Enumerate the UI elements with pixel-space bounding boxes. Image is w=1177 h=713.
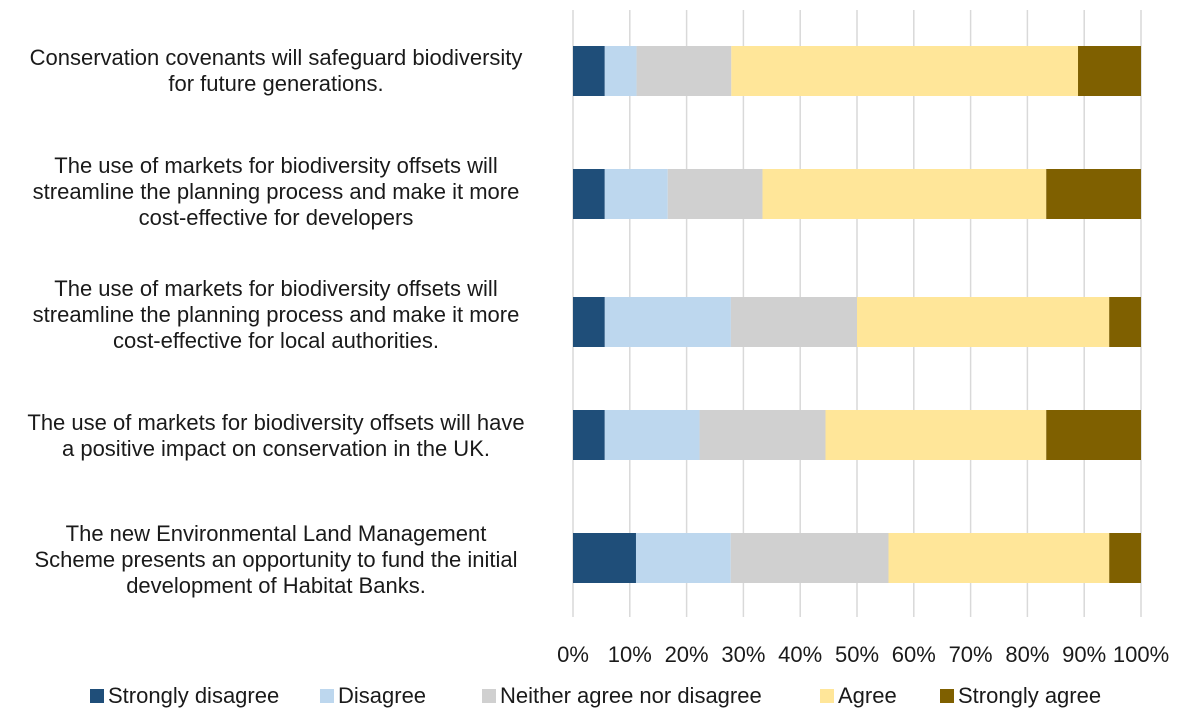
legend-swatch — [90, 689, 104, 703]
bar-segment — [1078, 46, 1141, 96]
x-tick-label: 90% — [1062, 642, 1106, 667]
x-tick-label: 40% — [778, 642, 822, 667]
legend-label: Disagree — [338, 683, 427, 708]
bar-segment — [1109, 297, 1141, 347]
bar-segment — [1046, 169, 1141, 219]
category-label-2: The use of markets for biodiversity offs… — [0, 276, 552, 354]
x-tick-label: 80% — [1005, 642, 1049, 667]
bar-segment — [667, 169, 763, 219]
legend-item-disagree: Disagree — [320, 683, 426, 709]
legend-label: Agree — [838, 683, 897, 708]
bar-segment — [699, 410, 826, 460]
x-tick-label: 10% — [608, 642, 652, 667]
bar-segment — [635, 533, 731, 583]
category-label-line: development of Habitat Banks. — [126, 573, 426, 598]
bar-segment — [731, 46, 1079, 96]
bar-segment — [573, 410, 605, 460]
bar-segment — [604, 169, 668, 219]
legend-swatch — [820, 689, 834, 703]
bar-segment — [730, 297, 857, 347]
x-tick-label: 30% — [721, 642, 765, 667]
bar-segment — [1109, 533, 1141, 583]
category-label-line: cost-effective for developers — [138, 205, 414, 230]
x-tick-label: 70% — [949, 642, 993, 667]
bar-segment — [636, 46, 732, 96]
category-label-0: Conservation covenants will safeguard bi… — [0, 45, 552, 97]
bar-segment — [1046, 410, 1141, 460]
category-label-4: The new Environmental Land Management Sc… — [0, 521, 552, 599]
bar-segment — [604, 410, 700, 460]
bar-segment — [573, 46, 605, 96]
x-tick-label: 50% — [835, 642, 879, 667]
bar-segment — [825, 410, 1047, 460]
x-tick-label: 0% — [557, 642, 589, 667]
legend-label: Strongly disagree — [108, 683, 280, 708]
category-label-line: The use of markets for biodiversity offs… — [54, 276, 498, 301]
category-label-line: for future generations. — [168, 71, 384, 96]
category-label-line: cost-effective for local authorities. — [112, 328, 440, 353]
legend-item-agree: Agree — [820, 683, 897, 709]
bar-segment — [604, 46, 637, 96]
category-label-line: streamline the planning process and make… — [32, 302, 520, 327]
legend-label: Neither agree nor disagree — [500, 683, 762, 708]
x-tick-label: 60% — [892, 642, 936, 667]
stacked-bar-chart: 0% 10% 20% 30% 40% 50% 60% 70% 80% 90% 100% — [557, 10, 1169, 667]
category-label-1: The use of markets for biodiversity offs… — [0, 153, 552, 231]
category-label-line: The use of markets for biodiversity offs… — [27, 410, 525, 435]
x-tick-label: 100% — [1113, 642, 1169, 667]
category-label-line: Conservation covenants will safeguard bi… — [29, 45, 523, 70]
legend-item-strongly-agree: Strongly agree — [940, 683, 1101, 709]
category-label-line: Scheme presents an opportunity to fund t… — [34, 547, 518, 572]
bar-segment — [573, 533, 636, 583]
category-label-line: streamline the planning process and make… — [32, 179, 520, 204]
category-label-line: The new Environmental Land Management — [65, 521, 487, 546]
bar-segment — [857, 297, 1110, 347]
category-label-3: The use of markets for biodiversity offs… — [0, 410, 552, 462]
category-label-line: The use of markets for biodiversity offs… — [54, 153, 498, 178]
legend-swatch — [320, 689, 334, 703]
chart-legend: Strongly disagree Disagree Neither agree… — [0, 683, 1177, 709]
category-label-line: a positive impact on conservation in the… — [61, 436, 490, 461]
bar-segment — [573, 169, 605, 219]
bar-segment — [762, 169, 1047, 219]
bar-segment — [888, 533, 1110, 583]
x-tick-label: 20% — [665, 642, 709, 667]
bar-segment — [730, 533, 889, 583]
legend-swatch — [940, 689, 954, 703]
legend-swatch — [482, 689, 496, 703]
legend-item-neither: Neither agree nor disagree — [482, 683, 762, 709]
legend-label: Strongly agree — [958, 683, 1102, 708]
bar-segment — [604, 297, 731, 347]
bar-segment — [573, 297, 605, 347]
legend-item-strongly-disagree: Strongly disagree — [90, 683, 279, 709]
